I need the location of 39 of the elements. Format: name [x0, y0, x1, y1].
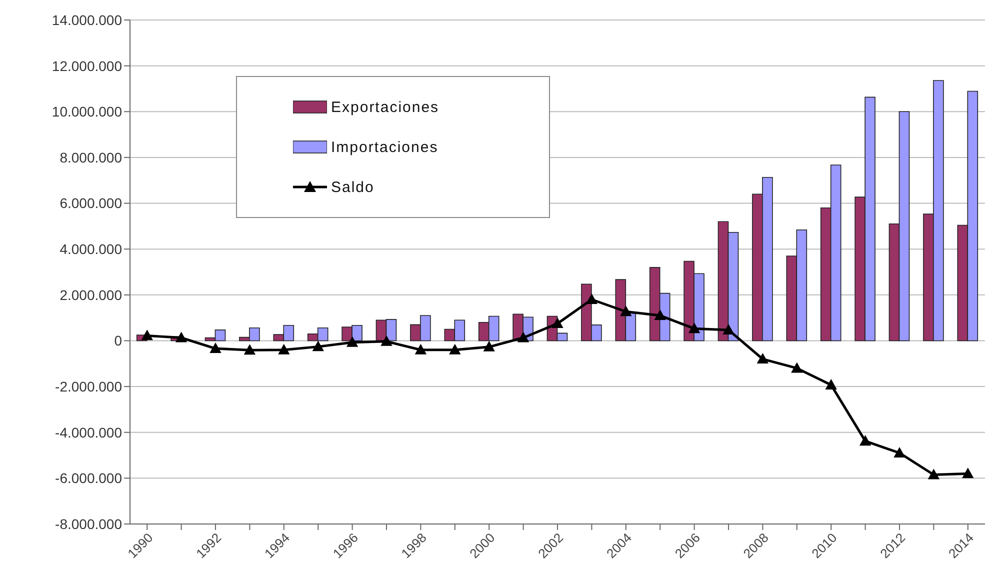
point [962, 468, 974, 478]
point [210, 343, 221, 354]
point [586, 294, 598, 304]
point [757, 354, 768, 364]
point [928, 469, 940, 480]
point [176, 332, 187, 342]
point [894, 447, 905, 458]
point [654, 310, 666, 320]
legend-label: Importaciones [331, 138, 438, 156]
point [484, 341, 495, 352]
point [688, 323, 700, 334]
point [244, 344, 256, 355]
point [620, 306, 632, 316]
point [346, 336, 358, 347]
y-tick-label: 14.000.000 [52, 12, 122, 28]
point [415, 344, 426, 354]
y-tick-label: 6.000.000 [60, 195, 122, 212]
point [860, 436, 871, 446]
y-tick-label: 0 [114, 332, 122, 349]
y-tick-label: 12.000.000 [52, 58, 122, 74]
point [312, 341, 324, 352]
y-tick-label: 4.000.000 [60, 241, 122, 258]
y-tick-label: -4.000.000 [55, 424, 122, 440]
y-tick-label: -6.000.000 [55, 470, 122, 486]
y-tick-label: 2.000.000 [60, 286, 122, 303]
point [791, 362, 802, 373]
point [518, 332, 529, 342]
point [381, 336, 392, 346]
legend-label: Exportaciones [331, 98, 440, 116]
y-tick-label: 10.000.000 [52, 104, 122, 120]
legend-label: Saldo [331, 178, 374, 196]
point [723, 324, 734, 334]
point [278, 344, 290, 354]
y-tick-label: -2.000.000 [55, 378, 122, 395]
y-tick-label: -8.000.000 [55, 516, 122, 532]
y-tick-label: 8.000.000 [60, 149, 122, 166]
point [142, 330, 153, 340]
point [449, 344, 460, 354]
point [826, 379, 837, 390]
